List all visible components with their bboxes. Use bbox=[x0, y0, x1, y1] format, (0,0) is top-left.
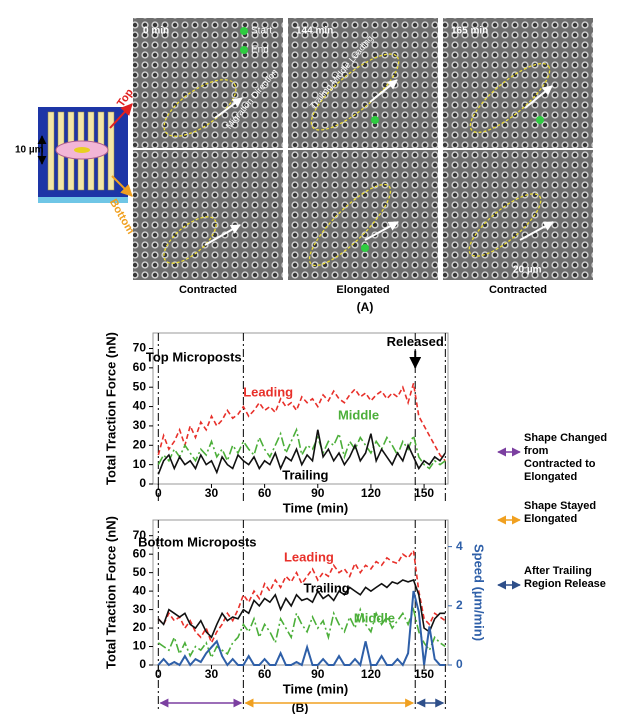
x-tick-label: 120 bbox=[361, 667, 381, 681]
scale-bar-label: 20 µm bbox=[513, 265, 542, 276]
y-tick-label: 30 bbox=[133, 602, 147, 616]
end-label: End bbox=[251, 45, 269, 56]
phase-legend-line: from bbox=[524, 445, 549, 457]
x-tick-label: 120 bbox=[361, 486, 381, 500]
bottom-label: Bottom bbox=[107, 197, 137, 237]
shape-label: Contracted bbox=[489, 284, 547, 296]
annotation: Middle bbox=[354, 610, 395, 625]
phase-legend-line: Shape Changed bbox=[524, 432, 607, 444]
phase-legend-label: After Trailing Region Release bbox=[524, 565, 606, 590]
y-tick-label: 40 bbox=[133, 399, 147, 413]
y-tick-label: 30 bbox=[133, 418, 147, 432]
phase-legend-line: Elongated bbox=[524, 513, 577, 525]
annotation: Middle bbox=[338, 408, 379, 423]
series-line bbox=[157, 606, 446, 660]
series-line bbox=[157, 548, 446, 645]
x-tick-label: 60 bbox=[258, 486, 272, 500]
schematic-scale: 10 µm bbox=[15, 145, 44, 156]
y-tick-label: 60 bbox=[133, 546, 147, 560]
annotation: Trailing bbox=[282, 468, 328, 483]
y-tick-label: 20 bbox=[133, 620, 147, 634]
shape-label: Contracted bbox=[179, 284, 237, 296]
x-tick-label: 150 bbox=[414, 486, 434, 500]
panel-label: (A) bbox=[357, 300, 374, 314]
annotation: Trailing bbox=[304, 581, 350, 596]
micrographs: 0 min 144 min 165 min Start End Migratio… bbox=[133, 18, 593, 314]
phase-legend-line: Elongated bbox=[524, 471, 577, 483]
y2-tick-label: 2 bbox=[456, 598, 463, 612]
time-label: 144 min bbox=[296, 26, 333, 37]
y2-tick-label: 0 bbox=[456, 657, 463, 671]
annotation: Bottom Microposts bbox=[138, 535, 256, 550]
schematic: 10 µm Top Bottom bbox=[15, 86, 137, 236]
y-tick-label: 60 bbox=[133, 360, 147, 374]
y-tick-label: 20 bbox=[133, 437, 147, 451]
phase-legend-label: Shape Changed from Contracted to Elongated bbox=[524, 432, 607, 483]
phase-legend-line: Contracted to bbox=[524, 458, 596, 470]
x-tick-label: 90 bbox=[311, 667, 325, 681]
x-axis-label: Time (min) bbox=[283, 681, 349, 696]
annotation: Top Microposts bbox=[146, 350, 242, 365]
annotation: Leading bbox=[243, 384, 293, 399]
annotation: Released bbox=[387, 334, 444, 349]
time-label: 0 min bbox=[143, 26, 169, 37]
x-tick-label: 60 bbox=[258, 667, 272, 681]
y-tick-label: 50 bbox=[133, 565, 147, 579]
x-axis-label: Time (min) bbox=[283, 500, 349, 515]
y-tick-label: 40 bbox=[133, 583, 147, 597]
phase-legend-line: After Trailing bbox=[524, 565, 592, 577]
time-label: 165 min bbox=[451, 26, 488, 37]
phase-legend-label: Shape Stayed Elongated bbox=[524, 500, 596, 525]
y-tick-label: 70 bbox=[133, 528, 147, 542]
y-tick-label: 10 bbox=[133, 457, 147, 471]
x-tick-label: 30 bbox=[205, 486, 219, 500]
shape-label: Elongated bbox=[336, 284, 389, 296]
x-tick-label: 0 bbox=[155, 667, 162, 681]
y-tick-label: 50 bbox=[133, 379, 147, 393]
y2-axis-label: Speed (µm/min) bbox=[472, 544, 487, 641]
y-tick-label: 70 bbox=[133, 341, 147, 355]
series-line bbox=[157, 590, 446, 668]
y-tick-label: 0 bbox=[139, 657, 146, 671]
series-line bbox=[157, 578, 446, 639]
plot-frame bbox=[152, 332, 449, 485]
x-tick-label: 90 bbox=[311, 486, 325, 500]
x-tick-label: 150 bbox=[414, 667, 434, 681]
series-line bbox=[157, 427, 446, 470]
phase-legend-line: Shape Stayed bbox=[524, 500, 596, 512]
top-label: Top bbox=[115, 86, 136, 109]
annotation: Leading bbox=[284, 549, 334, 564]
start-label: Start bbox=[251, 26, 272, 37]
y-axis-label: Total Traction Force (nN) bbox=[103, 516, 118, 669]
x-tick-label: 30 bbox=[205, 667, 219, 681]
series-line bbox=[157, 429, 446, 475]
y-axis-label: Total Traction Force (nN) bbox=[103, 332, 118, 485]
series-line bbox=[157, 383, 446, 462]
y-tick-label: 10 bbox=[133, 639, 147, 653]
y2-tick-label: 4 bbox=[456, 539, 463, 553]
y-tick-label: 0 bbox=[139, 476, 146, 490]
phase-legend-line: Region Release bbox=[524, 578, 606, 590]
